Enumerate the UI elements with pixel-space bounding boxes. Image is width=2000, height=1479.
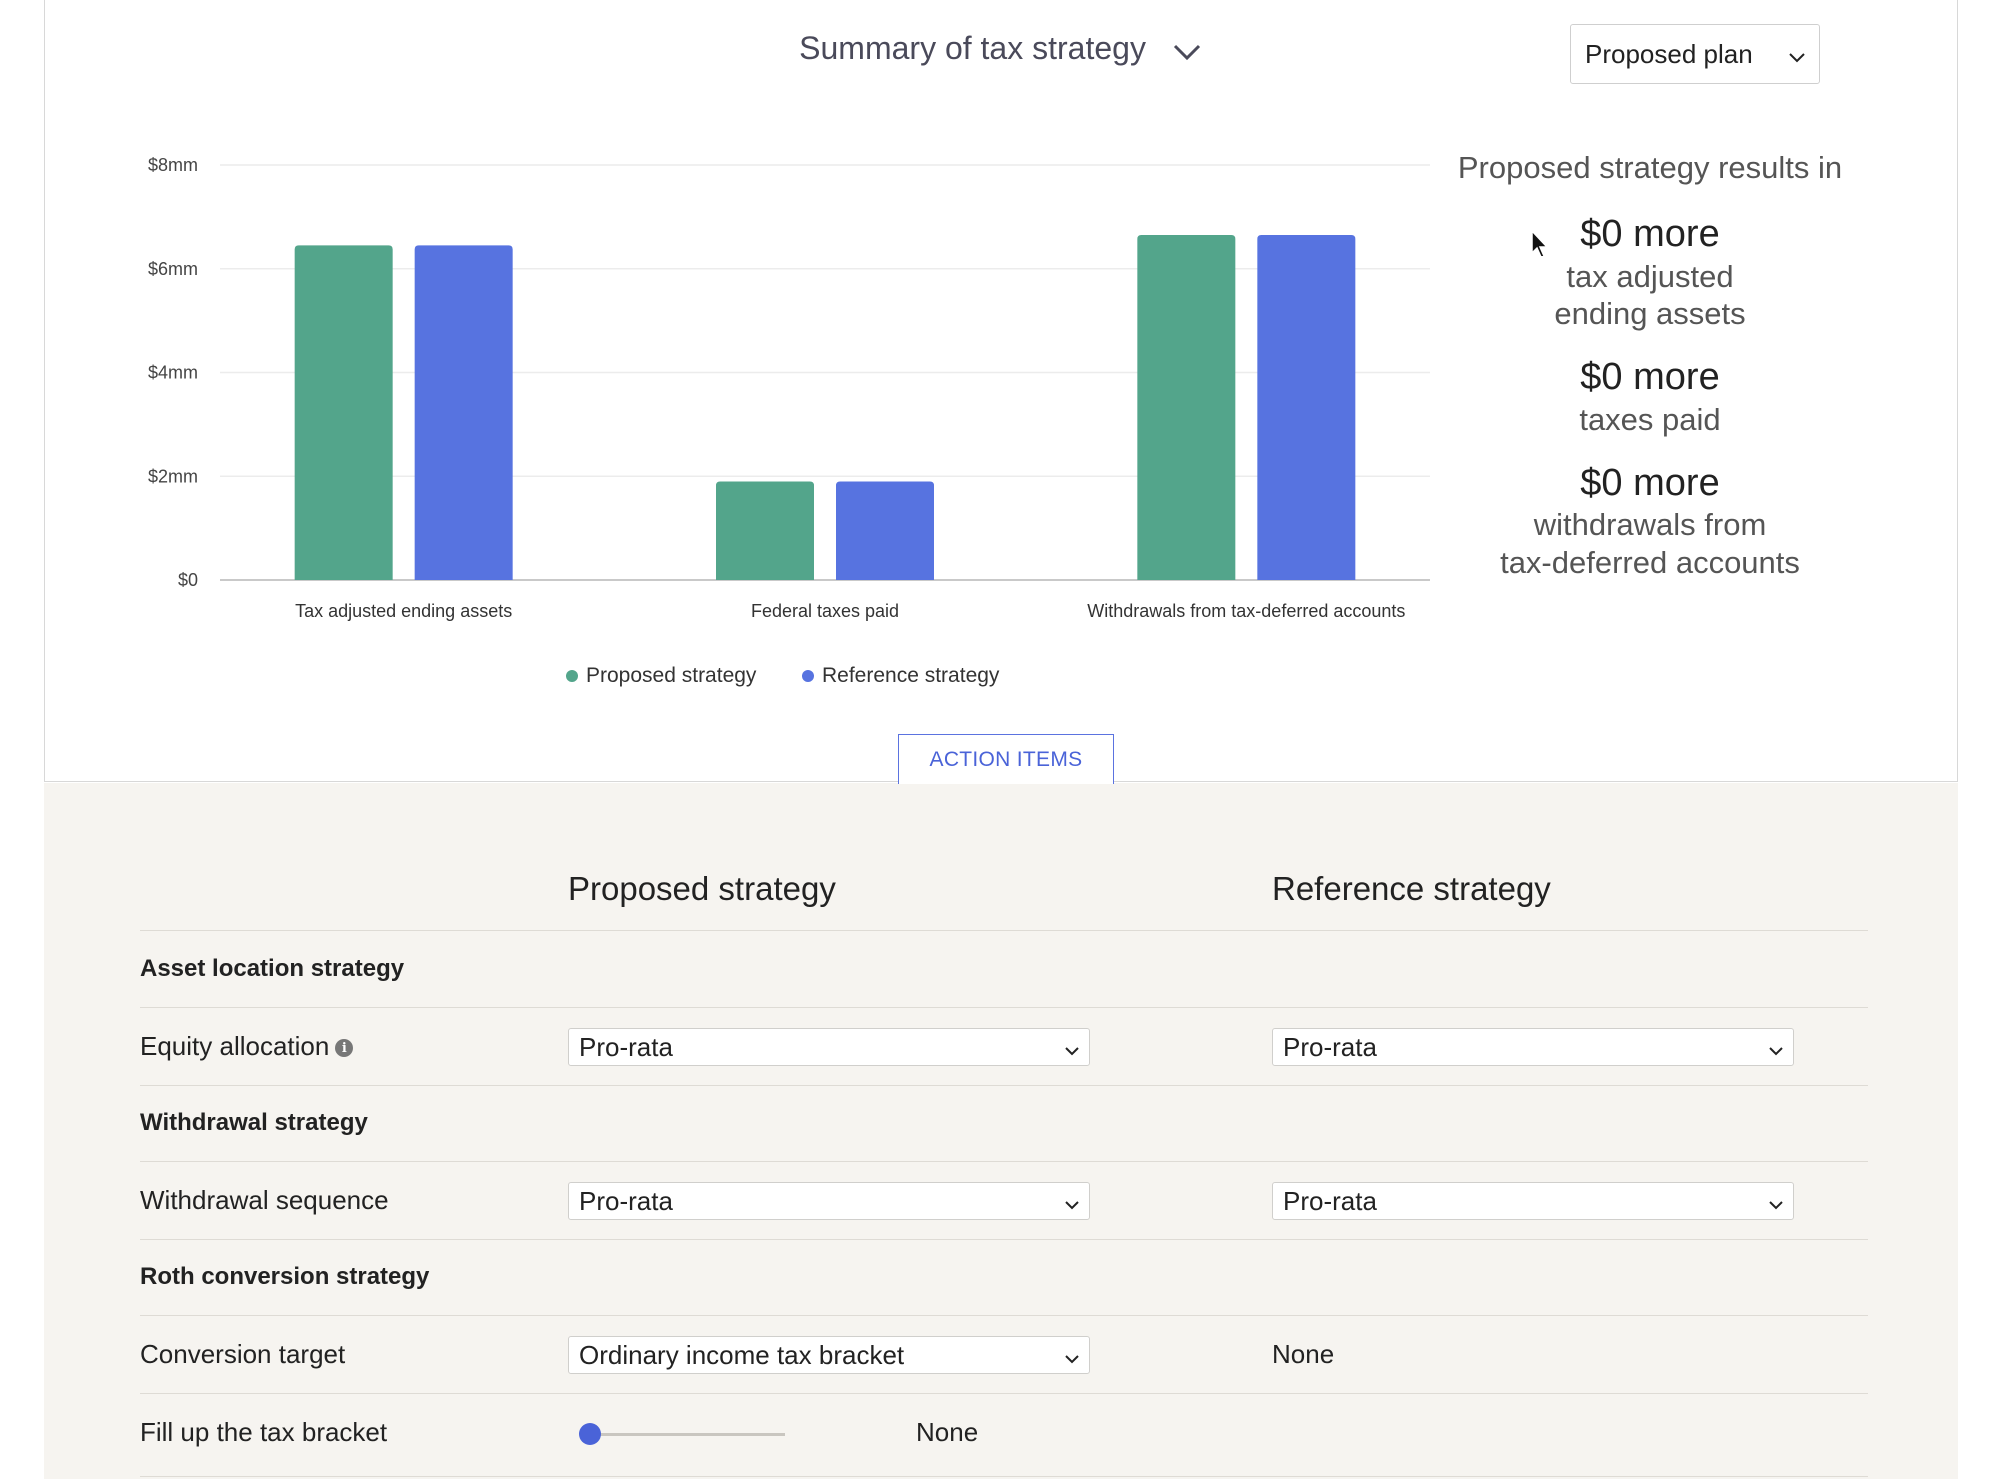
bar-reference-strategy — [836, 481, 934, 580]
y-tick-label: $6mm — [148, 259, 198, 279]
plan-select[interactable]: Proposed plan — [1570, 24, 1820, 84]
equity-allocation-reference-select[interactable]: Pro-rata — [1272, 1028, 1794, 1066]
select-value: Pro-rata — [579, 1185, 673, 1216]
chevron-down-icon — [1789, 39, 1805, 70]
fill-tax-bracket-label: Fill up the tax bracket — [140, 1417, 388, 1447]
chevron-down-icon — [1769, 1186, 1783, 1217]
result-assets: $0 more tax adjusted ending assets — [1420, 212, 1880, 333]
conversion-target-reference-value: None — [1272, 1339, 1335, 1369]
fill-tax-bracket-value: None — [916, 1417, 979, 1447]
divider — [140, 1007, 1868, 1008]
y-tick-label: $2mm — [148, 466, 198, 486]
chart-title-toggle[interactable]: Summary of tax strategy — [0, 30, 2000, 69]
equity-allocation-text: Equity allocation — [140, 1031, 330, 1061]
divider — [140, 1315, 1868, 1316]
select-value: Pro-rata — [1283, 1185, 1377, 1216]
result-label: tax adjusted — [1566, 258, 1734, 294]
withdrawal-sequence-proposed-select[interactable]: Pro-rata — [568, 1182, 1090, 1220]
x-tick-label: Withdrawals from tax-deferred accounts — [1087, 601, 1405, 621]
legend-marker — [802, 670, 814, 682]
equity-allocation-label: Equity allocation i — [140, 1031, 354, 1062]
bar-reference-strategy — [414, 245, 513, 580]
bar-proposed-strategy — [716, 481, 814, 580]
mouse-cursor-icon — [1530, 229, 1550, 265]
result-withdrawals: $0 more withdrawals from tax-deferred acc… — [1420, 461, 1880, 582]
chevron-down-icon — [1065, 1340, 1079, 1371]
result-taxes: $0 more taxes paid — [1420, 355, 1880, 438]
divider — [140, 1476, 1868, 1477]
conversion-target-proposed-select[interactable]: Ordinary income tax bracket — [568, 1336, 1090, 1374]
result-label: taxes paid — [1579, 401, 1721, 437]
chevron-down-icon — [1065, 1186, 1079, 1217]
chart-title: Summary of tax strategy — [799, 30, 1146, 66]
legend-label: Reference strategy — [822, 664, 1000, 687]
result-label: ending assets — [1554, 296, 1746, 332]
conversion-target-label: Conversion target — [140, 1339, 346, 1369]
withdrawal-sequence-reference-select[interactable]: Pro-rata — [1272, 1182, 1794, 1220]
select-value: Ordinary income tax bracket — [579, 1339, 905, 1370]
bar-chart: $0 $2mm $4mm $6mm $8mm Tax adjusted ending as… — [148, 155, 1430, 687]
section-withdrawal: Withdrawal strategy — [140, 1109, 368, 1136]
fill-tax-bracket-slider-track[interactable] — [590, 1433, 785, 1436]
result-value: $0 more — [1580, 213, 1720, 255]
results-heading: Proposed strategy results in — [1457, 150, 1843, 185]
result-label: withdrawals from — [1533, 507, 1767, 543]
fill-tax-bracket-slider-thumb[interactable] — [579, 1423, 601, 1445]
results-summary: Proposed strategy results in $0 more tax… — [1420, 150, 1880, 604]
x-tick-label: Federal taxes paid — [751, 601, 899, 621]
info-icon[interactable]: i — [335, 1039, 354, 1058]
divider — [140, 1161, 1868, 1162]
x-tick-label: Tax adjusted ending assets — [295, 601, 512, 621]
y-tick-label: $8mm — [148, 155, 198, 175]
legend-marker — [566, 670, 578, 682]
result-label: tax-deferred accounts — [1500, 545, 1800, 581]
column-header-reference: Reference strategy — [1272, 870, 1551, 907]
chevron-down-icon — [1769, 1032, 1783, 1063]
plan-select-value: Proposed plan — [1585, 38, 1753, 69]
result-value: $0 more — [1580, 461, 1720, 504]
divider — [140, 1085, 1868, 1086]
section-roth-conversion: Roth conversion strategy — [140, 1263, 430, 1290]
equity-allocation-proposed-select[interactable]: Pro-rata — [568, 1028, 1090, 1066]
section-asset-location: Asset location strategy — [140, 955, 405, 982]
y-tick-label: $0 — [178, 570, 198, 590]
legend-label: Proposed strategy — [586, 664, 757, 687]
bar-proposed-strategy — [294, 245, 393, 580]
divider — [140, 930, 1868, 931]
bar-proposed-strategy — [1137, 235, 1236, 580]
chevron-down-icon — [1173, 32, 1201, 69]
select-value: Pro-rata — [579, 1031, 673, 1062]
action-items-button[interactable]: ACTION ITEMS — [898, 734, 1114, 784]
divider — [140, 1393, 1868, 1394]
column-header-proposed: Proposed strategy — [568, 870, 836, 907]
withdrawal-sequence-label: Withdrawal sequence — [140, 1185, 389, 1215]
result-value: $0 more — [1580, 356, 1720, 399]
chevron-down-icon — [1065, 1032, 1079, 1063]
select-value: Pro-rata — [1283, 1031, 1377, 1062]
bar-reference-strategy — [1257, 235, 1356, 580]
y-tick-label: $4mm — [148, 363, 198, 383]
divider — [140, 1239, 1868, 1240]
